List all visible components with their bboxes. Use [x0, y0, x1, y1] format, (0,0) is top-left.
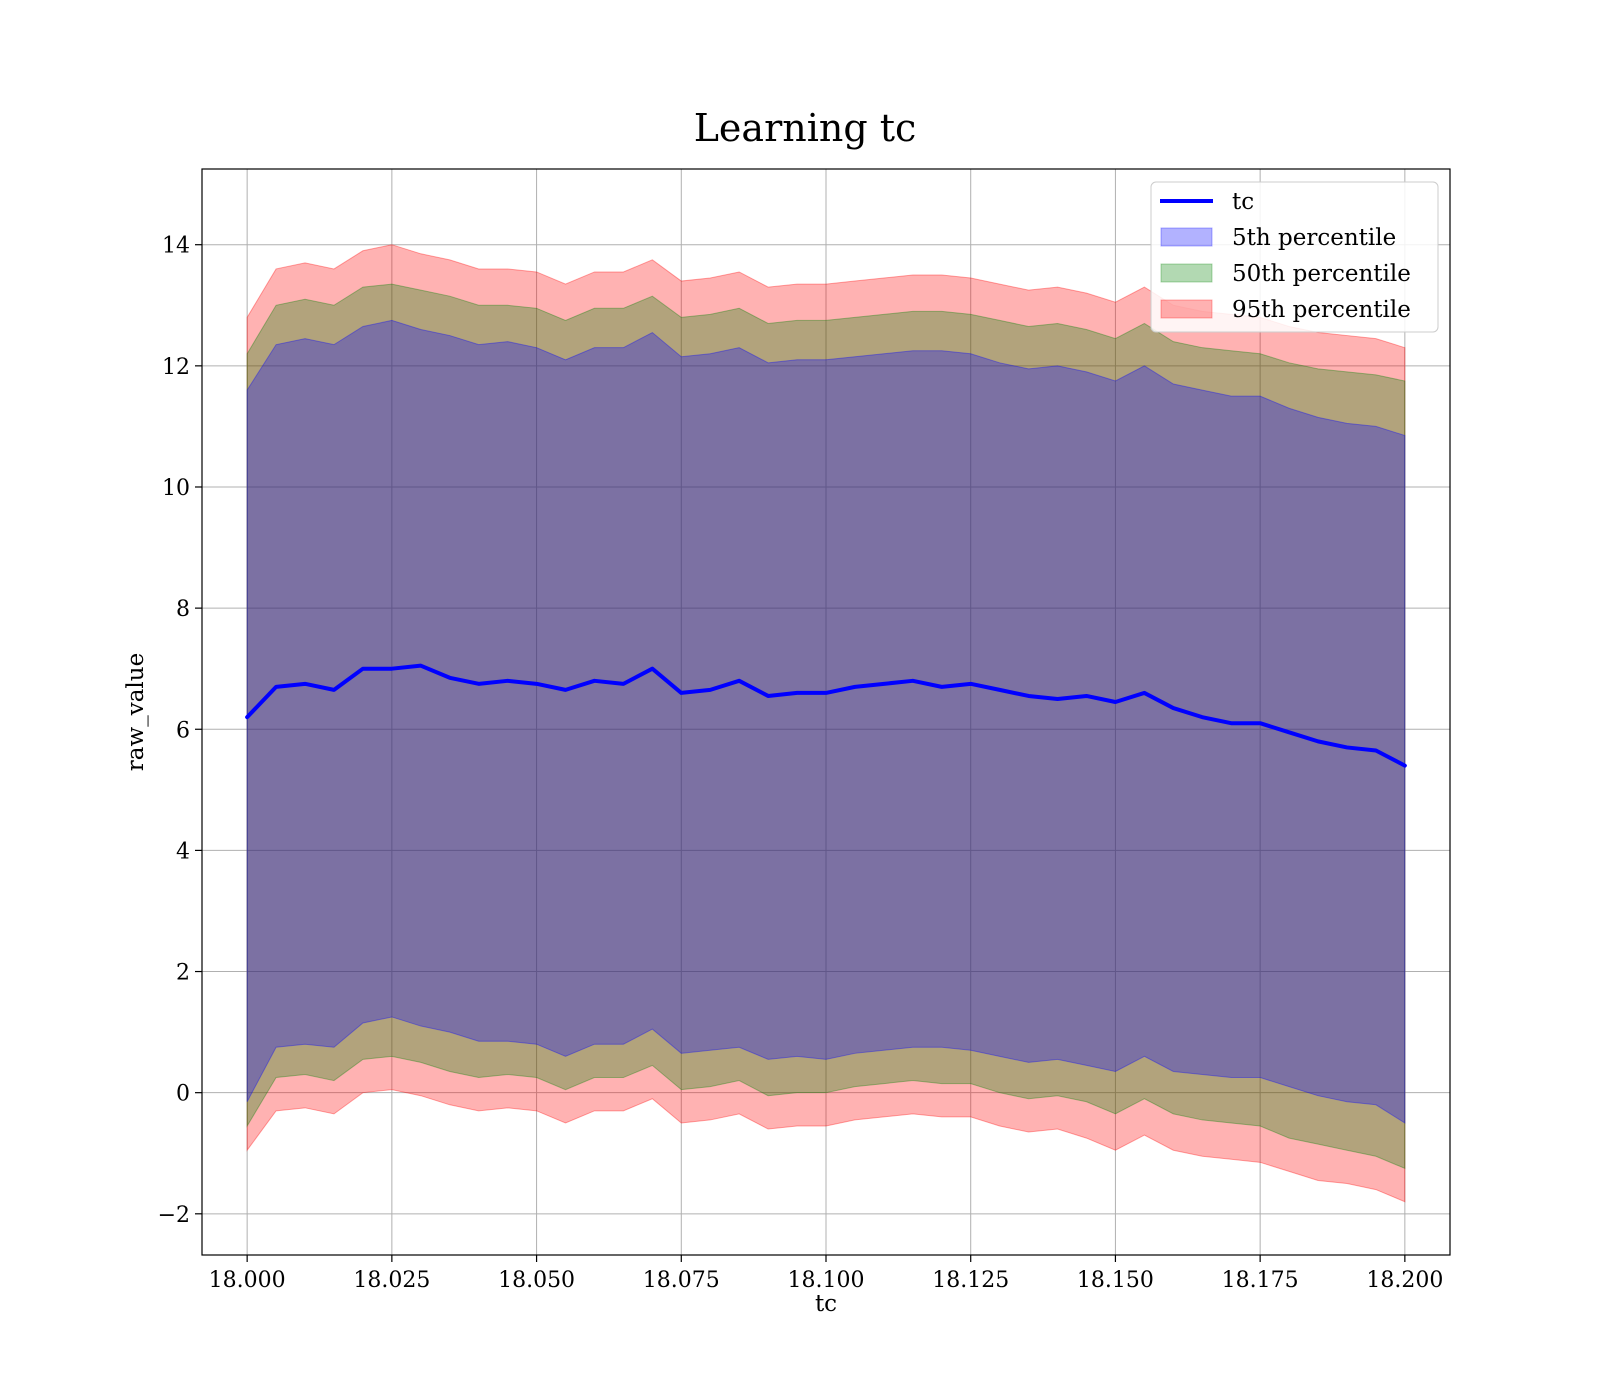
x-tick-label: 18.050: [498, 1268, 575, 1293]
x-tick-label: 18.100: [788, 1268, 865, 1293]
legend-label-95th-percentile: 95th percentile: [1232, 297, 1411, 323]
legend-swatch-5th-percentile: [1160, 227, 1213, 247]
y-tick-label: 6: [176, 718, 190, 743]
legend-label-5th-percentile: 5th percentile: [1232, 225, 1396, 251]
axis-ticks: 18.000 18.025 18.050 18.075 18.100 18.125 18.1…: [158, 234, 1444, 1293]
percentile-bands: [246, 244, 1406, 1203]
band-5th-percentile: [246, 319, 1406, 1124]
y-axis-label: raw_value: [123, 653, 149, 771]
x-tick-label: 18.125: [932, 1268, 1009, 1293]
x-tick-label: 18.150: [1077, 1268, 1154, 1293]
x-tick-label: 18.175: [1222, 1268, 1299, 1293]
tc-line-layer: [245, 663, 1407, 768]
x-tick-label: 18.075: [643, 1268, 720, 1293]
x-tick-label: 18.000: [209, 1268, 286, 1293]
legend-swatch-95th-percentile: [1160, 299, 1213, 319]
grid-lines: [202, 169, 1450, 1255]
y-tick-label: 8: [176, 597, 190, 622]
x-axis-label: tc: [815, 1291, 837, 1317]
band-95th-percentile: [246, 244, 1406, 1203]
y-tick-label: −2: [158, 1203, 190, 1228]
legend-label-50th-percentile: 50th percentile: [1232, 261, 1411, 287]
x-tick-label: 18.200: [1366, 1268, 1443, 1293]
legend-frame: [1150, 181, 1439, 333]
legend-swatch-50th-percentile: [1160, 263, 1213, 283]
x-tick-label: 18.025: [353, 1268, 430, 1293]
y-tick-label: 0: [176, 1082, 190, 1107]
chart-title: Learning tc: [694, 106, 917, 150]
y-tick-label: 14: [162, 234, 190, 259]
y-tick-label: 2: [176, 961, 190, 986]
y-tick-label: 4: [176, 839, 190, 864]
legend-label-tc: tc: [1232, 189, 1254, 215]
y-tick-label: 12: [162, 355, 190, 380]
y-tick-label: 10: [162, 476, 190, 501]
band-50th-percentile: [246, 283, 1406, 1170]
series-line-tc: [245, 663, 1407, 768]
legend: tc 5th percentile 50th percentile 95th p…: [1150, 181, 1439, 333]
